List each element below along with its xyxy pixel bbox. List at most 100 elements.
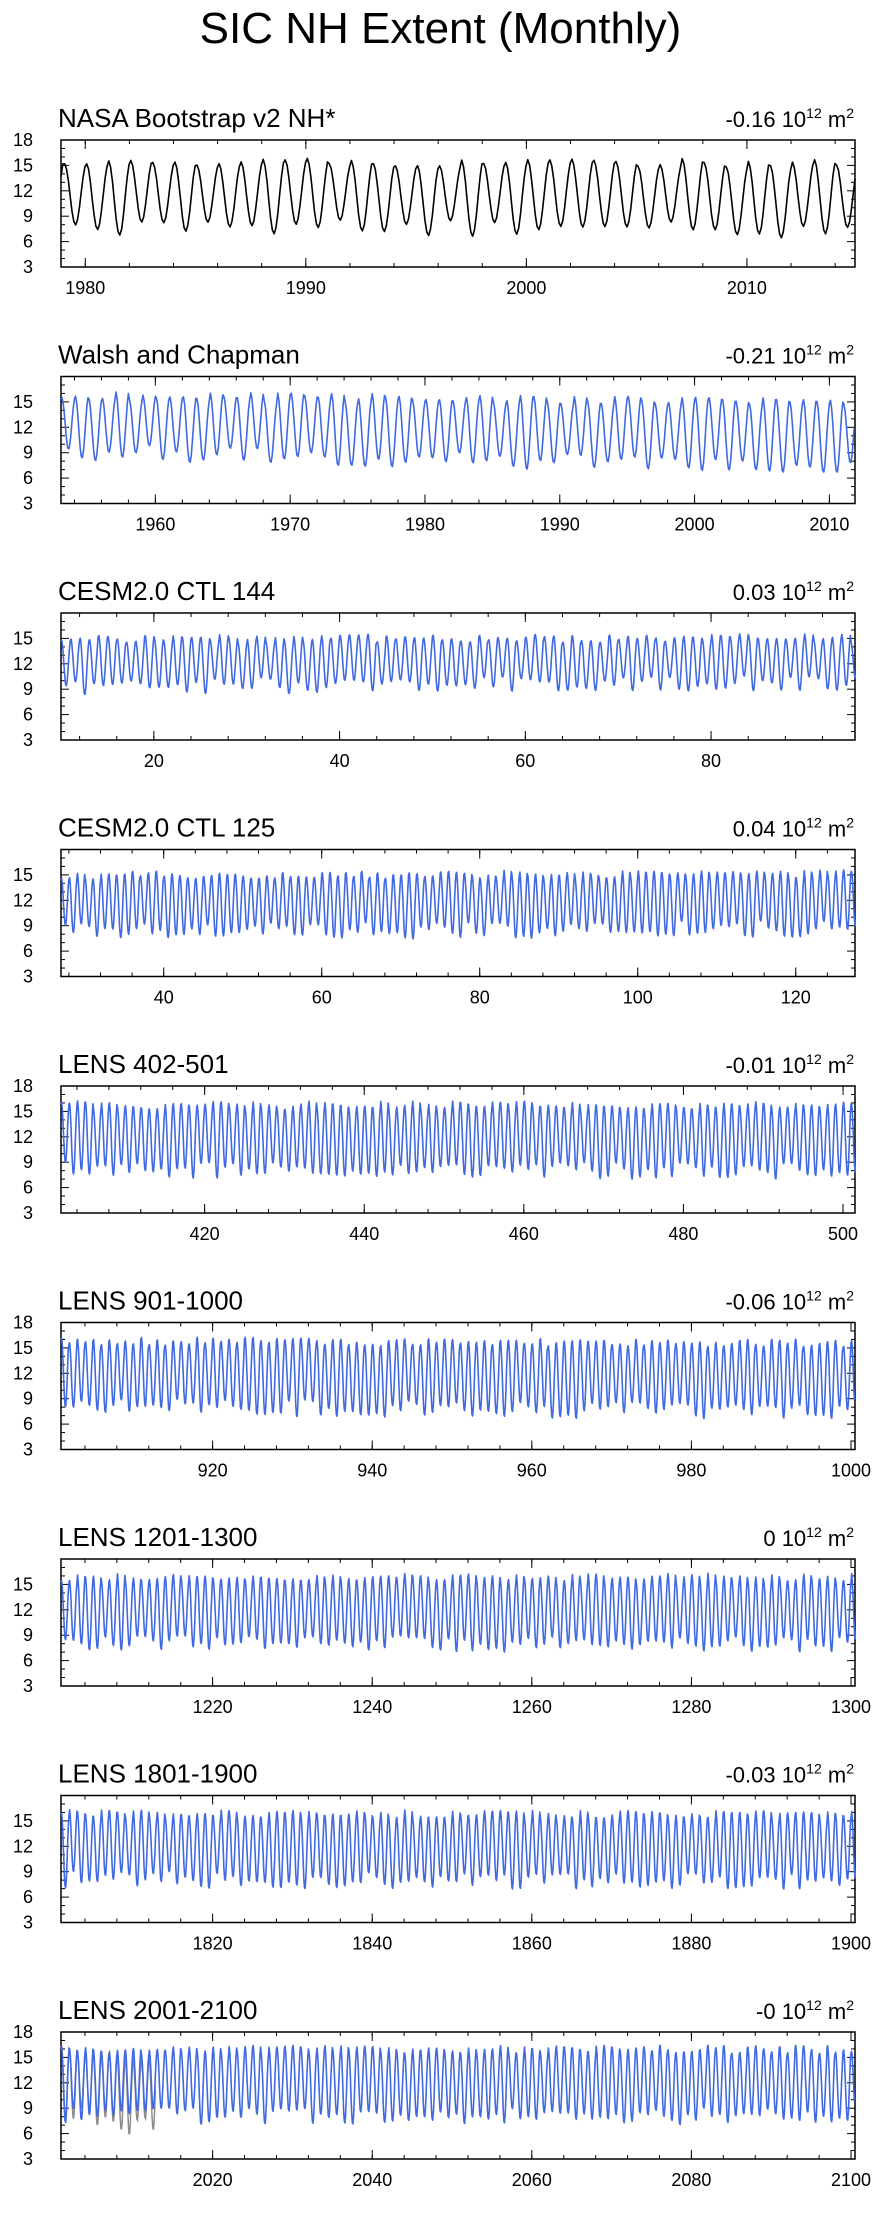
trend-unit: m — [822, 1290, 846, 1315]
y-tick-label: 12 — [13, 1600, 33, 1620]
trend-unit: m — [822, 1999, 846, 2024]
y-tick-label: 12 — [13, 890, 33, 910]
trend-value: -0.06 10 — [725, 1290, 806, 1315]
y-tick-label: 9 — [23, 1389, 33, 1409]
plot-frame — [60, 375, 856, 505]
trend-unit-exp: 2 — [846, 105, 854, 121]
panel-title: LENS 901-1000 — [58, 1286, 243, 1316]
trend-exp: 12 — [806, 1997, 822, 2013]
trend-value: -0.16 10 — [725, 107, 806, 132]
trend-label: 0.04 1012 m2 — [733, 815, 854, 842]
trend-unit-exp: 2 — [846, 1524, 854, 1540]
x-tick-label: 2010 — [727, 278, 767, 298]
x-tick-label: 2020 — [193, 2170, 233, 2190]
trend-unit-exp: 2 — [846, 1761, 854, 1777]
x-tick-label: 40 — [154, 988, 174, 1008]
x-tick-label: 1960 — [135, 515, 175, 535]
x-tick-label: 1240 — [352, 1697, 392, 1717]
y-tick-label: 3 — [23, 1440, 33, 1460]
y-tick-label: 9 — [23, 2098, 33, 2118]
series-line — [60, 1336, 856, 1420]
x-tick-label: 60 — [312, 988, 332, 1008]
plot-frame — [60, 1794, 856, 1924]
y-tick-label: 3 — [23, 1676, 33, 1696]
trend-exp: 12 — [806, 578, 822, 594]
x-tick-label: 500 — [828, 1224, 858, 1244]
trend-label: -0 1012 m2 — [756, 1997, 854, 2024]
y-tick-label: 12 — [13, 1363, 33, 1383]
y-tick-label: 6 — [23, 941, 33, 961]
y-tick-label: 15 — [13, 1811, 33, 1831]
y-tick-label: 6 — [23, 1178, 33, 1198]
x-tick-label: 2080 — [671, 2170, 711, 2190]
y-tick-label: 9 — [23, 1862, 33, 1882]
trend-unit-exp: 2 — [846, 1051, 854, 1067]
y-tick-label: 9 — [23, 1152, 33, 1172]
x-tick-label: 120 — [781, 988, 811, 1008]
y-tick-label: 12 — [13, 1836, 33, 1856]
x-tick-label: 440 — [349, 1224, 379, 1244]
series-line — [60, 869, 856, 940]
x-tick-label: 80 — [470, 988, 490, 1008]
x-tick-label: 1820 — [193, 1934, 233, 1954]
series-line — [60, 1572, 856, 1653]
x-tick-label: 1840 — [352, 1934, 392, 1954]
trend-value: -0.01 10 — [725, 1053, 806, 1078]
trend-unit-exp: 2 — [846, 815, 854, 831]
x-tick-label: 1280 — [671, 1697, 711, 1717]
trend-value: -0.03 10 — [725, 1763, 806, 1788]
plot-frame — [60, 1558, 856, 1687]
trend-unit: m — [822, 580, 846, 605]
x-tick-label: 2000 — [506, 278, 546, 298]
plot-frame — [60, 139, 856, 268]
y-tick-label: 9 — [23, 916, 33, 936]
trend-unit: m — [822, 1763, 846, 1788]
x-tick-label: 2000 — [675, 515, 715, 535]
y-tick-label: 6 — [23, 2124, 33, 2144]
y-tick-label: 12 — [13, 2073, 33, 2093]
y-tick-label: 3 — [23, 1203, 33, 1223]
trend-label: -0.16 1012 m2 — [725, 105, 854, 132]
trend-exp: 12 — [806, 1288, 822, 1304]
x-tick-label: 1000 — [831, 1461, 871, 1481]
trend-exp: 12 — [806, 1761, 822, 1777]
chart-panel: NASA Bootstrap v2 NH* -0.16 1012 m2369121… — [13, 103, 856, 298]
x-tick-label: 920 — [198, 1461, 228, 1481]
chart-panel: Walsh and Chapman -0.21 1012 m23691215196… — [13, 340, 856, 535]
x-tick-label: 960 — [517, 1461, 547, 1481]
x-tick-label: 1990 — [286, 278, 326, 298]
x-tick-label: 940 — [357, 1461, 387, 1481]
y-tick-label: 9 — [23, 679, 33, 699]
panel-title: Walsh and Chapman — [58, 340, 300, 370]
y-tick-label: 18 — [13, 1313, 33, 1333]
panel-title: NASA Bootstrap v2 NH* — [58, 103, 335, 133]
x-tick-label: 1300 — [831, 1697, 871, 1717]
x-tick-label: 1900 — [831, 1934, 871, 1954]
x-tick-label: 1880 — [671, 1934, 711, 1954]
trend-label: -0.21 1012 m2 — [725, 342, 854, 369]
x-tick-label: 20 — [144, 751, 164, 771]
series-line — [60, 391, 855, 473]
y-tick-label: 6 — [23, 705, 33, 725]
y-tick-label: 15 — [13, 155, 33, 175]
series-line — [60, 1100, 856, 1180]
trend-unit: m — [822, 817, 846, 842]
y-tick-label: 6 — [23, 1414, 33, 1434]
y-tick-label: 3 — [23, 2149, 33, 2169]
y-tick-label: 15 — [13, 1101, 33, 1121]
y-tick-label: 15 — [13, 2047, 33, 2067]
y-tick-label: 15 — [13, 628, 33, 648]
y-tick-label: 3 — [23, 730, 33, 750]
panel-title: LENS 402-501 — [58, 1049, 229, 1079]
y-tick-label: 15 — [13, 865, 33, 885]
x-tick-label: 1860 — [512, 1934, 552, 1954]
trend-value: -0.21 10 — [725, 344, 806, 369]
trend-unit-exp: 2 — [846, 1288, 854, 1304]
y-tick-label: 9 — [23, 206, 33, 226]
